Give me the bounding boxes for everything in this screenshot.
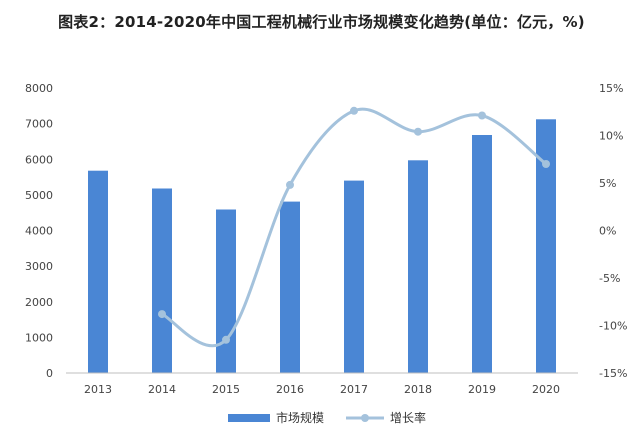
y-left-tick-label: 8000	[25, 82, 53, 95]
growth-rate-point-2015	[222, 335, 230, 344]
x-tick-label: 2018	[404, 383, 432, 396]
y-right-tick-label: -15%	[599, 367, 627, 380]
bar-2018	[408, 160, 428, 373]
y-left-tick-label: 6000	[25, 153, 53, 166]
y-right-tick-label: -5%	[599, 272, 620, 285]
x-tick-label: 2013	[84, 383, 112, 396]
x-tick-label: 2019	[468, 383, 496, 396]
growth-rate-point-2018	[414, 127, 422, 136]
y-right-tick-label: 10%	[599, 130, 623, 143]
bar-2017	[344, 180, 364, 373]
y-left-tick-label: 2000	[25, 296, 53, 309]
legend-label-growth-rate: 增长率	[390, 410, 426, 425]
growth-rate-point-2014	[158, 310, 166, 319]
bar-2020	[536, 119, 556, 373]
bar-2019	[472, 135, 492, 373]
y-left-tick-label: 7000	[25, 118, 53, 131]
x-tick-label: 2017	[340, 383, 368, 396]
y-right-tick-label: 5%	[599, 177, 616, 190]
y-right-tick-label: -10%	[599, 320, 627, 333]
bar-2016	[280, 201, 300, 373]
y-right-tick-label: 15%	[599, 82, 623, 95]
y-left-tick-label: 0	[46, 367, 53, 380]
y-right-tick-label: 0%	[599, 225, 616, 238]
x-tick-label: 2020	[532, 383, 560, 396]
y-left-tick-label: 1000	[25, 331, 53, 344]
growth-rate-point-2020	[542, 160, 550, 168]
bar-2015	[216, 209, 236, 373]
growth-rate-point-2016	[286, 180, 294, 189]
growth-rate-point-2019	[478, 111, 486, 120]
growth-rate-point-2017	[350, 106, 358, 115]
x-tick-label: 2016	[276, 383, 304, 396]
y-left-tick-label: 5000	[25, 189, 53, 202]
x-tick-label: 2015	[212, 383, 240, 396]
bar-2013	[88, 170, 108, 373]
chart-title: 图表2：2014-2020年中国工程机械行业市场规模变化趋势(单位：亿元，%)	[58, 13, 585, 31]
y-left-tick-label: 3000	[25, 260, 53, 273]
x-tick-label: 2014	[148, 383, 176, 396]
legend-line-marker	[361, 414, 369, 422]
legend-bar-swatch	[228, 414, 270, 422]
y-left-tick-label: 4000	[25, 225, 53, 238]
legend-label-market-size: 市场规模	[276, 410, 324, 425]
bar-2014	[152, 188, 172, 373]
